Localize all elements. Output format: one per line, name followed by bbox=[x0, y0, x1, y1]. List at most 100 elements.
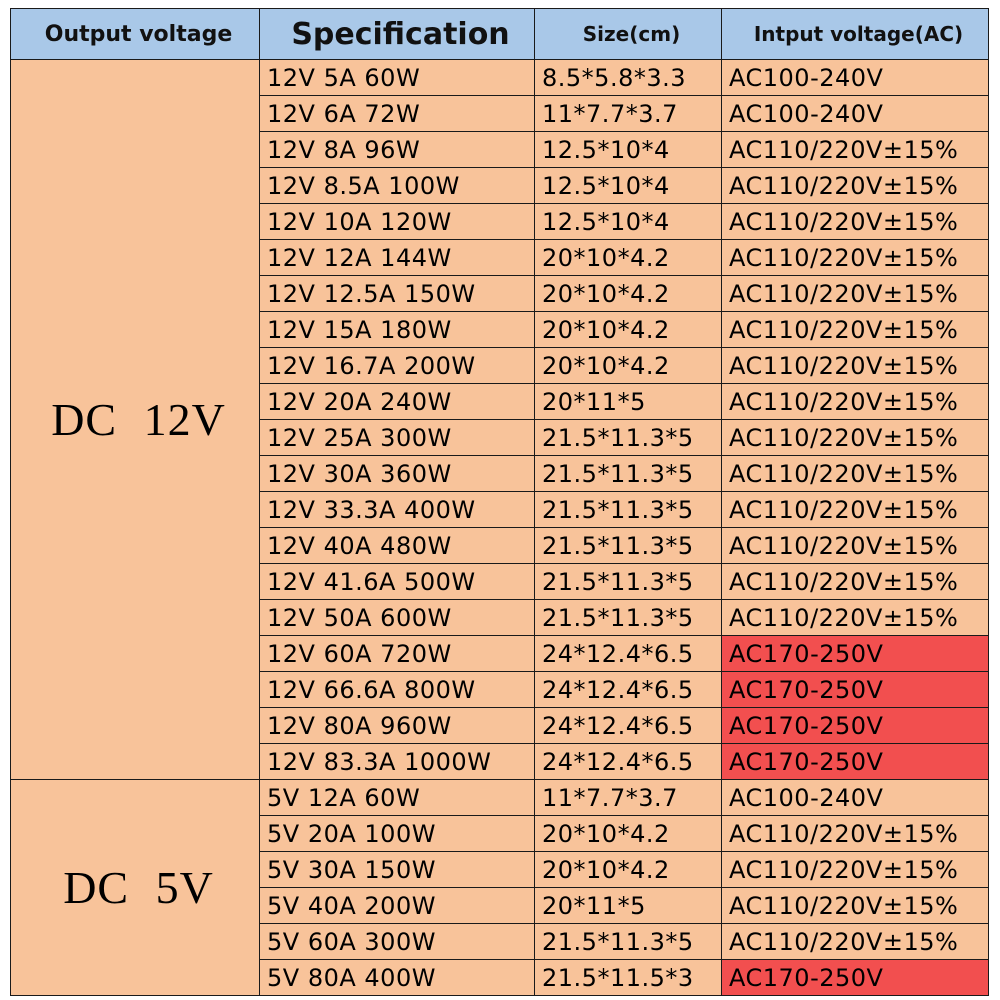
table-header: Output voltage Specification Size(cm) In… bbox=[10, 8, 989, 60]
size-cell: 24*12.4*6.5 bbox=[534, 635, 722, 672]
input-voltage-cell: AC110/220V±15% bbox=[721, 347, 989, 384]
spec-cell: 12V 33.3A 400W bbox=[259, 491, 535, 528]
size-cell: 12.5*10*4 bbox=[534, 203, 722, 240]
header-input-voltage: Intput voltage(AC) bbox=[721, 8, 989, 60]
spec-cell: 12V 80A 960W bbox=[259, 707, 535, 744]
input-voltage-cell: AC110/220V±15% bbox=[721, 815, 989, 852]
table-row: 5V 20A 100W 20*10*4.2 AC110/220V±15% bbox=[11, 815, 989, 852]
input-voltage-cell: AC100-240V bbox=[721, 59, 989, 96]
size-cell: 24*12.4*6.5 bbox=[534, 671, 722, 708]
spec-cell: 5V 12A 60W bbox=[259, 779, 535, 816]
header-output-voltage: Output voltage bbox=[10, 8, 260, 60]
spec-cell: 12V 8.5A 100W bbox=[259, 167, 535, 204]
table-row: 12V 8.5A 100W 12.5*10*4 AC110/220V±15% bbox=[11, 167, 989, 204]
spec-cell: 12V 50A 600W bbox=[259, 599, 535, 636]
table-row: 5V 60A 300W 21.5*11.3*5 AC110/220V±15% bbox=[11, 923, 989, 960]
input-voltage-cell: AC110/220V±15% bbox=[721, 383, 989, 420]
input-voltage-cell: AC170-250V bbox=[721, 635, 989, 672]
size-cell: 20*10*4.2 bbox=[534, 311, 722, 348]
spec-cell: 5V 80A 400W bbox=[259, 959, 535, 996]
table-row: 12V 15A 180W 20*10*4.2 AC110/220V±15% bbox=[11, 311, 989, 348]
size-cell: 24*12.4*6.5 bbox=[534, 743, 722, 780]
table-row: 5V 30A 150W 20*10*4.2 AC110/220V±15% bbox=[11, 851, 989, 888]
spec-cell: 12V 30A 360W bbox=[259, 455, 535, 492]
spec-cell: 12V 10A 120W bbox=[259, 203, 535, 240]
output-voltage-group-label: DC 5V bbox=[10, 779, 260, 996]
spec-cell: 12V 25A 300W bbox=[259, 419, 535, 456]
spec-cell: 5V 40A 200W bbox=[259, 887, 535, 924]
table-row: 12V 8A 96W 12.5*10*4 AC110/220V±15% bbox=[11, 131, 989, 168]
input-voltage-cell: AC170-250V bbox=[721, 671, 989, 708]
table-row: 12V 60A 720W 24*12.4*6.5 AC170-250V bbox=[11, 635, 989, 672]
size-cell: 24*12.4*6.5 bbox=[534, 707, 722, 744]
spec-cell: 12V 6A 72W bbox=[259, 95, 535, 132]
spec-cell: 12V 12A 144W bbox=[259, 239, 535, 276]
input-voltage-cell: AC170-250V bbox=[721, 743, 989, 780]
spec-cell: 12V 15A 180W bbox=[259, 311, 535, 348]
table-row: 12V 10A 120W 12.5*10*4 AC110/220V±15% bbox=[11, 203, 989, 240]
header-row: Output voltage Specification Size(cm) In… bbox=[10, 8, 989, 60]
size-cell: 21.5*11.3*5 bbox=[534, 455, 722, 492]
table-row: 12V 16.7A 200W 20*10*4.2 AC110/220V±15% bbox=[11, 347, 989, 384]
input-voltage-cell: AC110/220V±15% bbox=[721, 455, 989, 492]
spec-cell: 12V 20A 240W bbox=[259, 383, 535, 420]
input-voltage-cell: AC110/220V±15% bbox=[721, 203, 989, 240]
spec-cell: 12V 5A 60W bbox=[259, 59, 535, 96]
size-cell: 11*7.7*3.7 bbox=[534, 95, 722, 132]
table-row: 12V 66.6A 800W 24*12.4*6.5 AC170-250V bbox=[11, 671, 989, 708]
size-cell: 21.5*11.3*5 bbox=[534, 563, 722, 600]
header-size: Size(cm) bbox=[534, 8, 722, 60]
spec-cell: 12V 83.3A 1000W bbox=[259, 743, 535, 780]
table-row: 12V 12.5A 150W 20*10*4.2 AC110/220V±15% bbox=[11, 275, 989, 312]
table-row: DC 12V 12V 5A 60W 8.5*5.8*3.3 AC100-240V bbox=[10, 59, 989, 780]
table-row: 12V 25A 300W 21.5*11.3*5 AC110/220V±15% bbox=[11, 419, 989, 456]
input-voltage-cell: AC110/220V±15% bbox=[721, 599, 989, 636]
input-voltage-cell: AC110/220V±15% bbox=[721, 239, 989, 276]
input-voltage-cell: AC110/220V±15% bbox=[721, 851, 989, 888]
size-cell: 21.5*11.3*5 bbox=[534, 491, 722, 528]
spec-cell: 5V 60A 300W bbox=[259, 923, 535, 960]
table-row: 12V 50A 600W 21.5*11.3*5 AC110/220V±15% bbox=[11, 599, 989, 636]
header-specification: Specification bbox=[259, 8, 535, 60]
size-cell: 21.5*11.3*5 bbox=[534, 599, 722, 636]
table-row: 12V 80A 960W 24*12.4*6.5 AC170-250V bbox=[11, 707, 989, 744]
input-voltage-cell: AC170-250V bbox=[721, 707, 989, 744]
size-cell: 12.5*10*4 bbox=[534, 131, 722, 168]
size-cell: 8.5*5.8*3.3 bbox=[534, 59, 722, 96]
spec-cell: 5V 30A 150W bbox=[259, 851, 535, 888]
size-cell: 21.5*11.3*5 bbox=[534, 923, 722, 960]
input-voltage-cell: AC100-240V bbox=[721, 779, 989, 816]
input-voltage-cell: AC110/220V±15% bbox=[721, 275, 989, 312]
table-row: 12V 40A 480W 21.5*11.3*5 AC110/220V±15% bbox=[11, 527, 989, 564]
table-row: 12V 20A 240W 20*11*5 AC110/220V±15% bbox=[11, 383, 989, 420]
table-row: 12V 30A 360W 21.5*11.3*5 AC110/220V±15% bbox=[11, 455, 989, 492]
size-cell: 20*10*4.2 bbox=[534, 275, 722, 312]
size-cell: 20*11*5 bbox=[534, 383, 722, 420]
table-row: DC 5V 5V 12A 60W 11*7.7*3.7 AC100-240V bbox=[10, 779, 989, 996]
spec-cell: 12V 16.7A 200W bbox=[259, 347, 535, 384]
input-voltage-cell: AC100-240V bbox=[721, 95, 989, 132]
size-cell: 20*10*4.2 bbox=[534, 851, 722, 888]
size-cell: 20*11*5 bbox=[534, 887, 722, 924]
spec-cell: 12V 40A 480W bbox=[259, 527, 535, 564]
input-voltage-cell: AC110/220V±15% bbox=[721, 419, 989, 456]
input-voltage-cell: AC110/220V±15% bbox=[721, 527, 989, 564]
table-row: 12V 83.3A 1000W 24*12.4*6.5 AC170-250V bbox=[11, 743, 989, 780]
table-row: 12V 41.6A 500W 21.5*11.3*5 AC110/220V±15% bbox=[11, 563, 989, 600]
size-cell: 21.5*11.3*5 bbox=[534, 419, 722, 456]
spec-cell: 12V 8A 96W bbox=[259, 131, 535, 168]
input-voltage-cell: AC110/220V±15% bbox=[721, 887, 989, 924]
size-cell: 21.5*11.3*5 bbox=[534, 527, 722, 564]
output-voltage-group-label: DC 12V bbox=[10, 59, 260, 780]
input-voltage-cell: AC110/220V±15% bbox=[721, 131, 989, 168]
size-cell: 21.5*11.5*3 bbox=[534, 959, 722, 996]
size-cell: 20*10*4.2 bbox=[534, 239, 722, 276]
spec-cell: 12V 66.6A 800W bbox=[259, 671, 535, 708]
input-voltage-cell: AC110/220V±15% bbox=[721, 491, 989, 528]
size-cell: 12.5*10*4 bbox=[534, 167, 722, 204]
spec-cell: 5V 20A 100W bbox=[259, 815, 535, 852]
input-voltage-cell: AC110/220V±15% bbox=[721, 167, 989, 204]
size-cell: 11*7.7*3.7 bbox=[534, 779, 722, 816]
spec-cell: 12V 12.5A 150W bbox=[259, 275, 535, 312]
input-voltage-cell: AC110/220V±15% bbox=[721, 311, 989, 348]
